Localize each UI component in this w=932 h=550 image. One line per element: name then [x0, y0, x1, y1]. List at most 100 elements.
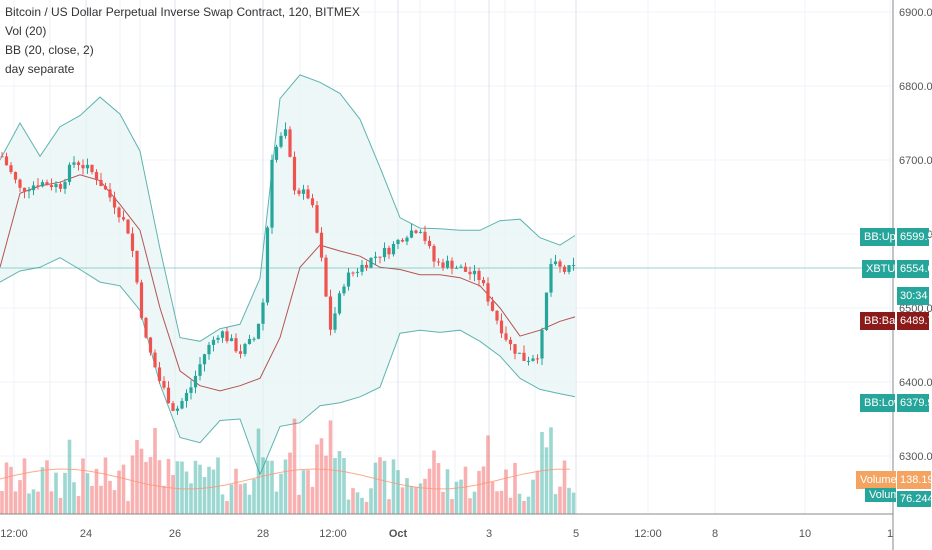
candle-body [18, 179, 22, 188]
candle-body [265, 227, 270, 303]
candle-body [45, 182, 49, 186]
volume-bar [540, 432, 544, 514]
candle-body [148, 337, 153, 353]
volume-bar [40, 467, 45, 514]
volume-bar [535, 470, 540, 514]
candle-body [58, 184, 63, 189]
candle-body [423, 231, 427, 241]
volume-bar [364, 501, 369, 514]
candle-body [373, 256, 378, 258]
candle-body [531, 358, 535, 361]
volume-label: Volume [865, 488, 906, 502]
candle-body [153, 352, 157, 368]
volume-bar [292, 418, 297, 514]
candle-body [441, 262, 445, 268]
candle-body [544, 292, 549, 330]
volume-bar [225, 501, 229, 514]
candle-body [400, 239, 405, 242]
volume-bar [153, 427, 157, 514]
candle-body [139, 282, 144, 318]
candle-body [216, 337, 220, 340]
x-tick-label: 3 [486, 528, 492, 540]
candle-body [189, 387, 193, 393]
candle-body [306, 189, 310, 199]
volume-bar [526, 496, 531, 514]
volume-bar [247, 494, 252, 514]
volume-bar [31, 489, 36, 514]
candle-body [49, 185, 54, 188]
volume-bar [409, 486, 414, 514]
x-tick-label: 26 [169, 528, 181, 540]
candle-body [454, 267, 459, 269]
volume-bar [522, 500, 526, 514]
x-tick-label: 8 [712, 528, 718, 540]
candle-body [558, 261, 562, 267]
volume-bar [517, 493, 522, 514]
volume-bars [0, 418, 576, 514]
bb-basis-label: BB:Basis [860, 312, 909, 330]
volume-bar [175, 461, 180, 514]
volume-bar [360, 497, 364, 514]
volume-bar [94, 468, 99, 514]
candle-body [274, 146, 279, 160]
volume-bar [549, 427, 553, 514]
volume-bar [130, 455, 135, 514]
volume-bar [328, 420, 333, 514]
candle-body [450, 260, 454, 269]
legend-bb[interactable]: BB (20, close, 2) [5, 43, 94, 57]
volume-bar [76, 496, 81, 514]
volume-bar [450, 498, 454, 514]
candle-body [99, 179, 103, 187]
candle-body [211, 339, 216, 345]
candle-body [508, 339, 513, 345]
candle-body [333, 313, 337, 330]
candle-body [315, 205, 319, 233]
candle-body [27, 190, 31, 192]
volume-bar [351, 488, 355, 514]
volume-bar [63, 472, 67, 514]
volume-bar [355, 492, 360, 514]
candle-body [90, 164, 94, 173]
candle-body [337, 293, 342, 314]
volume-bar [454, 481, 459, 514]
volume-bar [211, 469, 216, 514]
candle-body [54, 184, 58, 188]
candle-body [571, 265, 576, 267]
volume-bar [0, 491, 4, 514]
candle-body [72, 162, 76, 165]
candle-body [166, 387, 171, 404]
legend-day-separate[interactable]: day separate [5, 62, 75, 76]
volume-bar [108, 480, 112, 514]
volume-bar [220, 494, 225, 514]
candle-body [40, 182, 45, 187]
candle-body [504, 333, 508, 340]
volume-bar [567, 487, 571, 514]
candle-body [360, 264, 364, 272]
candle-body [445, 260, 450, 268]
candle-body [180, 400, 184, 409]
candle-body [517, 352, 522, 354]
candle-body [324, 257, 328, 297]
candle-body [526, 360, 531, 362]
legend-vol[interactable]: Vol (20) [5, 24, 47, 38]
candle-body [463, 266, 468, 272]
x-tick-label: 24 [80, 528, 92, 540]
candle-body [283, 129, 288, 136]
volume-bar [198, 464, 202, 514]
candle-body [94, 172, 99, 180]
candle-body [117, 207, 121, 218]
candle-body [468, 271, 472, 275]
candle-body [351, 272, 355, 274]
candle-body [22, 187, 27, 192]
volume-bar [387, 499, 391, 514]
candle-body [540, 329, 544, 359]
volume-bar [369, 488, 373, 514]
volume-bar [297, 494, 301, 514]
volume-bar [544, 447, 549, 514]
candle-body [112, 197, 117, 208]
candle-body [0, 156, 4, 158]
volume-bar [54, 472, 58, 514]
candle-body [364, 264, 369, 268]
candle-body [175, 408, 180, 411]
